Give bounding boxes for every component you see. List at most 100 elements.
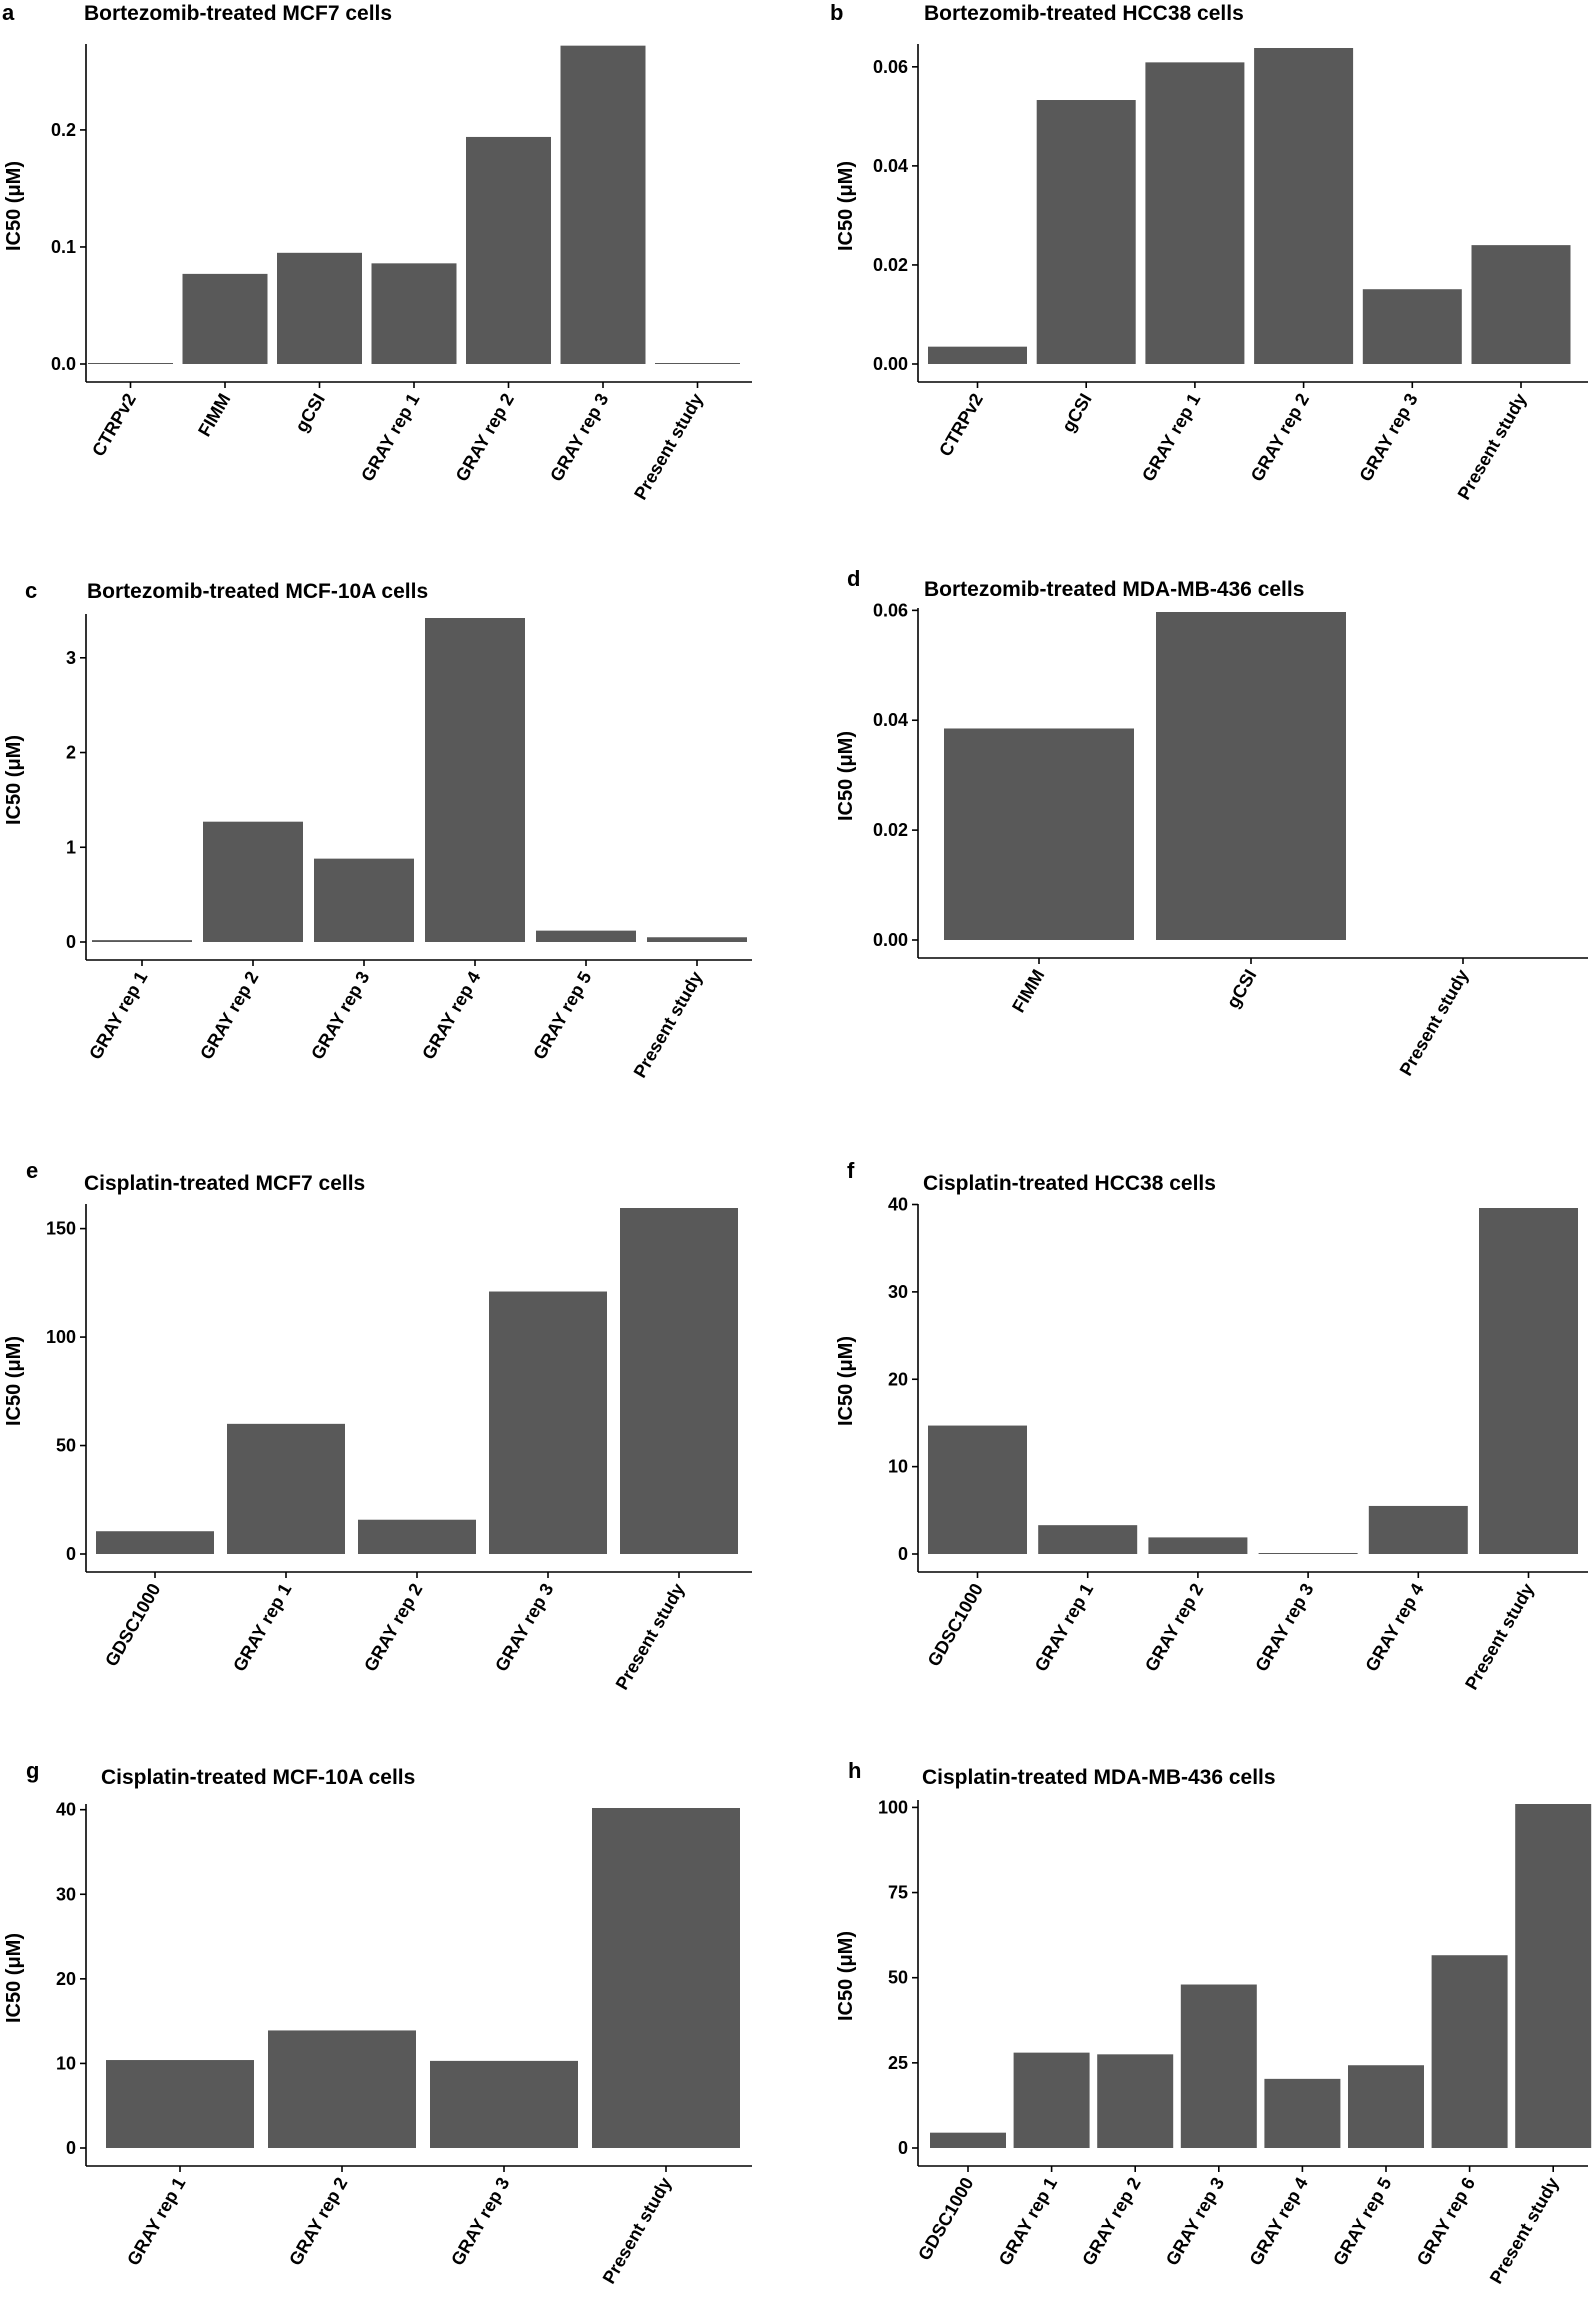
x-tick-label: FIMM [194, 390, 234, 440]
bar-present-study [592, 1808, 740, 2148]
y-tick-label: 3 [66, 648, 76, 668]
y-tick-label: 0.04 [873, 710, 908, 730]
bar-gray-rep-2 [203, 821, 303, 942]
y-tick-label: 75 [888, 1883, 908, 1903]
y-tick-label: 0 [898, 1544, 908, 1564]
bar-gray-rep-3 [1362, 289, 1462, 364]
chart-panel-c: c Bortezomib-treated MCF-10A cells IC50 (μ… [3, 578, 752, 1081]
chart-title: Cisplatin-treated HCC38 cells [923, 1172, 1216, 1195]
x-tick-label: GRAY rep 1 [229, 1580, 295, 1675]
bar-gcsi [1036, 100, 1136, 364]
x-tick-label: GRAY rep 5 [1329, 2174, 1395, 2269]
bar-gray-rep-4 [1368, 1505, 1468, 1554]
bar-gray-rep-4 [425, 618, 525, 942]
panel-letter: d [847, 566, 860, 591]
y-tick-label: 0.00 [873, 930, 908, 950]
bar-present-study [655, 363, 740, 364]
x-tick-label: GDSC1000 [101, 1580, 164, 1670]
bar-gray-rep-1 [1013, 2052, 1090, 2148]
bar-gray-rep-3 [314, 858, 414, 942]
y-tick-label: 50 [56, 1436, 76, 1456]
y-tick-label: 0 [66, 1544, 76, 1564]
y-tick-label: 20 [56, 1969, 76, 1989]
y-axis-label: IC50 (μM) [3, 161, 25, 251]
x-tick-label: Present study [630, 968, 707, 1081]
chart-panel-b: b Bortezomib-treated HCC38 cells IC50 (μM)… [830, 0, 1588, 503]
x-tick-label: GDSC1000 [914, 2174, 977, 2264]
x-tick-label: GRAY rep 4 [418, 968, 484, 1063]
bar-present-study [620, 1208, 738, 1554]
x-tick-label: GRAY rep 4 [1246, 2174, 1312, 2269]
y-tick-label: 0.00 [873, 354, 908, 374]
x-tick-label: Present study [1461, 1580, 1538, 1693]
chart-title: Bortezomib-treated MDA-MB-436 cells [924, 578, 1304, 601]
bar-gray-rep-1 [92, 940, 192, 942]
y-tick-label: 50 [888, 1968, 908, 1988]
y-tick-label: 40 [56, 1800, 76, 1820]
x-tick-label: FIMM [1008, 966, 1048, 1016]
panel-letter: b [830, 0, 843, 25]
bar-gray-rep-3 [430, 2060, 578, 2148]
chart-title: Bortezomib-treated MCF-10A cells [87, 580, 428, 603]
x-tick-label: GRAY rep 5 [529, 968, 595, 1063]
x-tick-label: CTRPv2 [88, 390, 140, 460]
bar-present-study [647, 937, 747, 942]
bar-gcsi [277, 252, 362, 364]
chart-title: Bortezomib-treated HCC38 cells [924, 2, 1244, 25]
bar-gray-rep-3 [489, 1291, 607, 1554]
bar-gray-rep-3 [1180, 1984, 1257, 2148]
bar-gcsi [1156, 612, 1346, 940]
bar-gray-rep-4 [1264, 2078, 1341, 2148]
bar-gray-rep-2 [466, 136, 551, 364]
bar-gray-rep-3 [1258, 1553, 1358, 1554]
x-tick-label: GRAY rep 3 [447, 2174, 513, 2269]
x-tick-label: GRAY rep 3 [1355, 390, 1421, 485]
y-tick-label: 10 [888, 1457, 908, 1477]
x-tick-label: GRAY rep 1 [1138, 390, 1204, 485]
y-tick-label: 100 [878, 1797, 908, 1817]
bar-gray-rep-2 [1148, 1537, 1248, 1554]
bar-gray-rep-6 [1431, 1955, 1508, 2148]
bar-gray-rep-2 [1254, 48, 1354, 364]
chart-title: Bortezomib-treated MCF7 cells [84, 2, 392, 25]
panel-letter: c [25, 578, 37, 603]
bar-fimm [182, 273, 268, 364]
chart-title: Cisplatin-treated MCF7 cells [84, 1172, 365, 1195]
bar-gdsc1000 [930, 2132, 1006, 2148]
x-tick-label: GRAY rep 4 [1361, 1580, 1427, 1675]
x-tick-label: GRAY rep 2 [1078, 2174, 1144, 2269]
x-tick-label: GRAY rep 2 [1141, 1580, 1207, 1675]
y-axis-label: IC50 (μM) [835, 1336, 857, 1426]
y-axis-label: IC50 (μM) [835, 731, 857, 821]
y-tick-label: 150 [46, 1219, 76, 1239]
y-tick-label: 1 [66, 837, 76, 857]
y-tick-label: 40 [888, 1195, 908, 1215]
bar-gray-rep-3 [560, 45, 646, 364]
x-tick-label: CTRPv2 [935, 390, 987, 460]
x-tick-label: GRAY rep 2 [1247, 390, 1313, 485]
x-tick-label: gCSI [1058, 390, 1096, 436]
x-tick-label: GRAY rep 3 [307, 968, 373, 1063]
x-tick-label: GDSC1000 [924, 1580, 987, 1670]
panel-letter: g [26, 1758, 39, 1783]
bar-ctrpv2 [928, 346, 1027, 364]
y-tick-label: 2 [66, 743, 76, 763]
x-tick-label: GRAY rep 1 [85, 968, 151, 1063]
panel-letter: a [2, 0, 15, 25]
bar-gray-rep-1 [371, 263, 457, 364]
bar-gray-rep-2 [1097, 2054, 1174, 2148]
panel-letter: f [847, 1158, 855, 1183]
bar-gray-rep-2 [268, 2030, 416, 2148]
x-tick-label: Present study [599, 2174, 676, 2287]
bar-gray-rep-5 [536, 930, 636, 942]
y-axis-label: IC50 (μM) [835, 161, 857, 251]
bar-present-study [1515, 1804, 1592, 2148]
x-tick-label: Present study [630, 390, 707, 503]
x-tick-label: gCSI [1223, 966, 1261, 1012]
x-tick-label: Present study [1454, 390, 1531, 503]
bar-gray-rep-1 [1038, 1525, 1138, 1554]
bar-present-study [1479, 1208, 1578, 1554]
y-tick-label: 10 [56, 2053, 76, 2073]
y-tick-label: 0.1 [51, 237, 76, 257]
chart-title: Cisplatin-treated MDA-MB-436 cells [922, 1766, 1276, 1789]
